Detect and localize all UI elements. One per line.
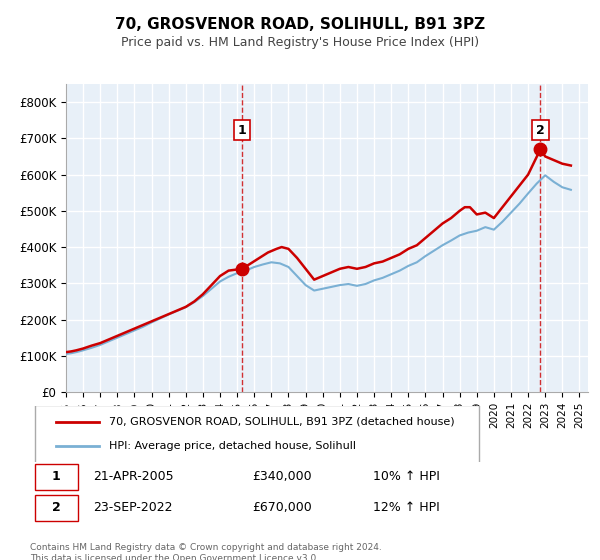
Text: 70, GROSVENOR ROAD, SOLIHULL, B91 3PZ: 70, GROSVENOR ROAD, SOLIHULL, B91 3PZ (115, 17, 485, 32)
Text: 1: 1 (238, 124, 247, 137)
Text: 2: 2 (536, 124, 545, 137)
Text: £670,000: £670,000 (252, 501, 311, 514)
FancyBboxPatch shape (35, 405, 479, 463)
Text: HPI: Average price, detached house, Solihull: HPI: Average price, detached house, Soli… (109, 441, 356, 451)
Text: £340,000: £340,000 (252, 470, 311, 483)
Text: 12% ↑ HPI: 12% ↑ HPI (373, 501, 440, 514)
Text: 1: 1 (52, 470, 61, 483)
Text: 23-SEP-2022: 23-SEP-2022 (94, 501, 173, 514)
FancyBboxPatch shape (35, 464, 77, 489)
Text: 70, GROSVENOR ROAD, SOLIHULL, B91 3PZ (detached house): 70, GROSVENOR ROAD, SOLIHULL, B91 3PZ (d… (109, 417, 455, 427)
Text: Contains HM Land Registry data © Crown copyright and database right 2024.
This d: Contains HM Land Registry data © Crown c… (30, 543, 382, 560)
Text: 10% ↑ HPI: 10% ↑ HPI (373, 470, 440, 483)
FancyBboxPatch shape (35, 495, 77, 521)
Text: 2: 2 (52, 501, 61, 514)
Text: 21-APR-2005: 21-APR-2005 (94, 470, 174, 483)
Text: Price paid vs. HM Land Registry's House Price Index (HPI): Price paid vs. HM Land Registry's House … (121, 36, 479, 49)
